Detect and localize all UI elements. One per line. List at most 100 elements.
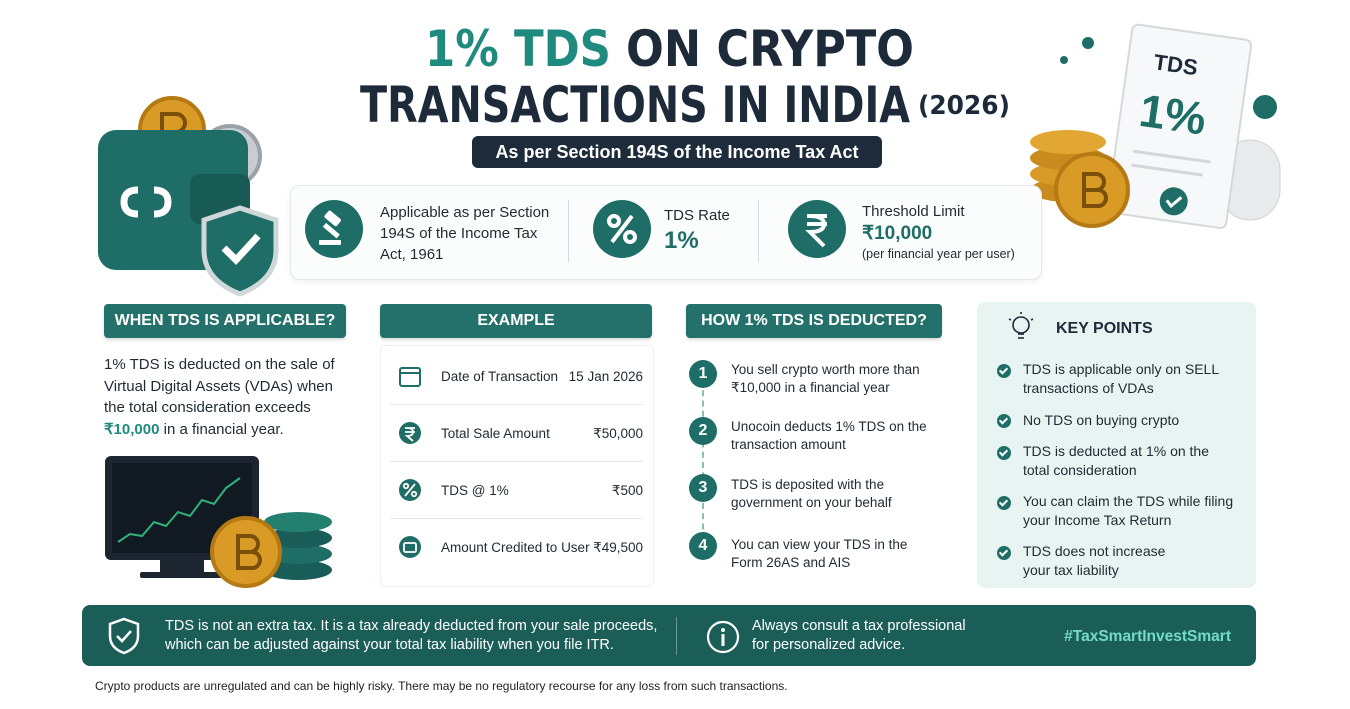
disclaimer: Crypto products are unregulated and can …: [95, 679, 788, 693]
key-point: TDS is deducted at 1% on the total consi…: [1023, 443, 1209, 478]
step-text: You sell crypto worth more than ₹10,000 …: [731, 362, 920, 395]
document-label: TDS: [1152, 49, 1199, 80]
shield-check: [221, 233, 261, 266]
monitor-stand: [160, 560, 204, 572]
check-icon: [997, 446, 1011, 460]
threshold-note: (per financial year per user): [862, 247, 1015, 261]
step-text: You can view your TDS in the Form 26AS a…: [731, 537, 908, 570]
bulb-icon: [1008, 312, 1034, 339]
doc-check: [1159, 187, 1188, 216]
row-label: Date of Transaction: [441, 369, 559, 384]
title-accent: 1% TDS: [425, 20, 611, 78]
rupee-icon: [399, 422, 421, 444]
when-heading: WHEN TDS IS APPLICABLE?: [104, 304, 346, 338]
key-points-heading: KEY POINTS: [1056, 320, 1153, 337]
document: [1106, 23, 1253, 229]
when-highlight: ₹10,000: [104, 420, 160, 438]
divider: [758, 200, 759, 262]
info-applicable: Applicable as per Section 194S of the In…: [380, 204, 550, 263]
example-row: TDS @ 1% ₹500: [390, 461, 643, 519]
row-value: ₹50,000: [593, 426, 643, 441]
dot: [1082, 37, 1094, 49]
coin-stack: [1030, 130, 1130, 228]
threshold-value: ₹10,000: [862, 223, 933, 244]
percent-icon: [593, 200, 651, 258]
monitor-illustration: [105, 456, 332, 588]
rupee-icon: [788, 200, 846, 258]
monitor-base: [140, 572, 224, 578]
step-connector: [702, 380, 704, 550]
subtitle: As per Section 194S of the Income Tax Ac…: [495, 142, 858, 162]
check-icon: [997, 546, 1011, 560]
rupee-glyph: [805, 214, 827, 248]
dot: [1060, 56, 1068, 64]
rate-value: 1%: [664, 227, 699, 254]
check-icon: [997, 364, 1011, 378]
example-row: Date of Transaction 15 Jan 2026: [390, 347, 643, 405]
example-row: Amount Credited to User ₹49,500: [390, 518, 643, 575]
check-icon: [997, 414, 1011, 428]
btc-symbol: [1082, 172, 1108, 208]
calendar-icon: [399, 367, 421, 387]
coin: [264, 512, 332, 532]
document-illustration: TDS 1%: [1030, 23, 1281, 229]
row-label: Total Sale Amount: [441, 426, 550, 441]
example-row: Total Sale Amount ₹50,000: [390, 404, 643, 462]
dot: [1253, 95, 1277, 119]
title: ON CRYPTO: [626, 20, 914, 78]
percent-icon: [399, 479, 421, 501]
footer-bar: [82, 605, 1256, 666]
when-body: 1% TDS is deducted on the sale of Virtua…: [104, 354, 354, 440]
wallet-illustration: [98, 96, 279, 297]
footer-advice: Always consult a tax professional for pe…: [752, 618, 966, 653]
btc-symbol: [236, 534, 262, 570]
gavel-glyph: [319, 210, 341, 245]
when-text: 1% TDS is deducted on the sale of Virtua…: [104, 356, 335, 416]
step-number: 3: [689, 474, 717, 502]
doc-line: [1133, 149, 1211, 164]
coin: [264, 528, 332, 548]
footer-note: TDS is not an extra tax. It is a tax alr…: [165, 618, 658, 653]
row-label: TDS @ 1%: [441, 483, 509, 498]
title-year: (2026): [918, 91, 1010, 121]
how-heading: HOW 1% TDS IS DEDUCTED?: [686, 304, 942, 338]
percent-glyph: [607, 214, 637, 244]
step-text: TDS is deposited with the government on …: [731, 477, 892, 510]
coin: [1030, 130, 1106, 154]
header: 1% TDS ON CRYPTO TRANSACTIONS IN INDIA (…: [360, 20, 1010, 168]
divider: [568, 200, 569, 262]
coin: [264, 560, 332, 580]
subtitle-pill: [472, 136, 882, 168]
info-bar: [290, 185, 1042, 280]
doc-check-mark: [1165, 196, 1183, 209]
row-value: ₹49,500: [593, 540, 643, 555]
chart-line: [117, 477, 241, 543]
title-line2: TRANSACTIONS IN INDIA: [360, 76, 910, 134]
key-points-box: [977, 302, 1256, 588]
document-value: 1%: [1136, 84, 1209, 145]
when-text: in a financial year.: [163, 420, 284, 438]
key-point: TDS does not increase your tax liability: [1023, 543, 1166, 578]
rate-label: TDS Rate: [664, 207, 730, 224]
step-text: Unocoin deducts 1% TDS on the transactio…: [731, 419, 927, 452]
step-number: 4: [689, 532, 717, 560]
row-value: 15 Jan 2026: [568, 369, 643, 384]
info-icon: [706, 620, 740, 654]
gavel-icon: [305, 200, 363, 258]
example-box: [380, 345, 654, 587]
threshold-label: Threshold Limit: [862, 203, 965, 220]
divider: [676, 617, 677, 655]
row-value: ₹500: [611, 483, 643, 498]
step-number: 1: [689, 360, 717, 388]
step-number: 2: [689, 417, 717, 445]
key-point: No TDS on buying crypto: [1023, 412, 1180, 428]
hashtag: #TaxSmartInvestSmart: [1064, 628, 1231, 645]
key-point: TDS is applicable only on SELL transacti…: [1023, 361, 1219, 396]
wallet-logo: [120, 186, 172, 218]
check-icon: [997, 496, 1011, 510]
shield-icon: [108, 617, 140, 655]
key-point: You can claim the TDS while filing your …: [1023, 493, 1234, 528]
row-label: Amount Credited to User: [441, 540, 590, 555]
